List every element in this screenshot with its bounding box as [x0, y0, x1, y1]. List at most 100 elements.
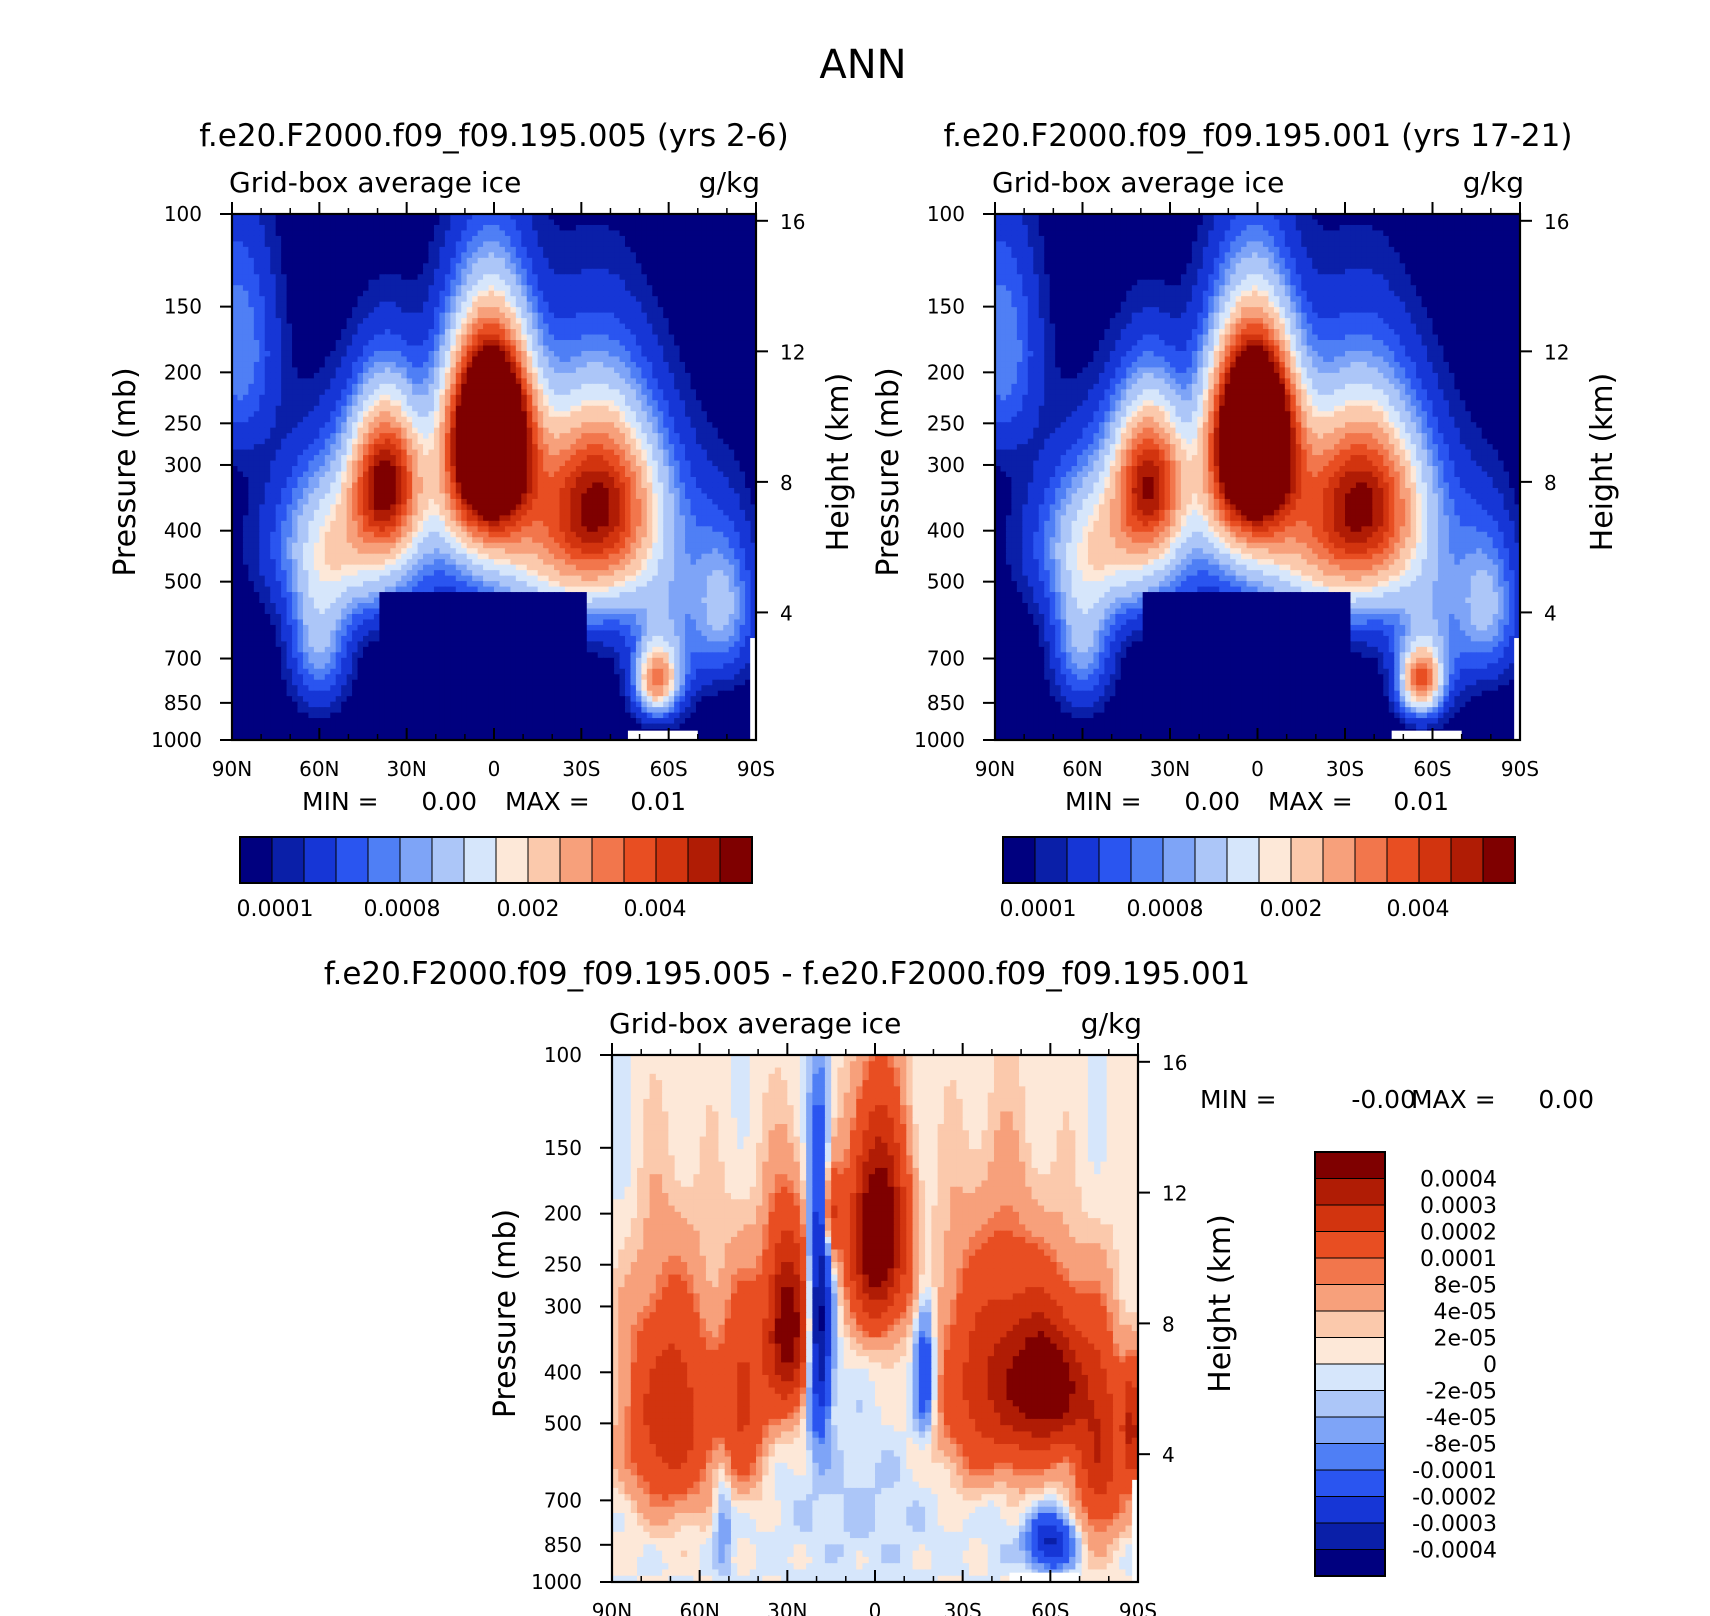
panel-control-run: f.e20.F2000.f09_f09.195.005 (yrs 2-6) Gri…: [108, 118, 856, 922]
units-label: g/kg: [699, 166, 760, 199]
colorbar-swatch: [271, 836, 305, 884]
y-tick-label: 1000: [151, 728, 202, 752]
y2-tick-label: 16: [1544, 210, 1569, 234]
x-tick-label: 60S: [650, 757, 688, 781]
y-tick-label: 150: [927, 295, 965, 319]
colorbar-label: 0.0003: [1420, 1194, 1497, 1219]
colorbar-label: -0.0002: [1412, 1486, 1497, 1511]
y-tick-label: 400: [164, 519, 202, 543]
y2-tick-label: 8: [780, 471, 793, 495]
colorbar-swatch: [1450, 836, 1484, 884]
surface-mask: [750, 638, 757, 740]
y-tick-label: 1000: [531, 1570, 582, 1594]
colorbar: [1002, 836, 1516, 884]
y2-tick-label: 4: [780, 601, 793, 625]
colorbar-swatch: [1314, 1151, 1386, 1179]
x-tick-label: 60S: [1031, 1599, 1069, 1616]
y-axis-label: Pressure (mb): [871, 367, 906, 576]
y-tick-label: 300: [544, 1294, 582, 1318]
colorbar-swatch: [591, 836, 625, 884]
y-tick-label: 850: [927, 691, 965, 715]
colorbar-swatch: [1314, 1469, 1386, 1497]
colorbar-swatch: [1354, 836, 1388, 884]
surface-mask: [1514, 638, 1521, 740]
colorbar-swatch: [1034, 836, 1068, 884]
colorbar-swatch: [1314, 1549, 1386, 1577]
y-tick-label: 100: [164, 202, 202, 226]
y2-tick-label: 12: [1162, 1182, 1187, 1206]
y-axis-label: Pressure (mb): [108, 367, 143, 576]
colorbar-swatch: [1482, 836, 1516, 884]
x-tick-label: 0: [1251, 757, 1264, 781]
min-label: MIN =: [1200, 1085, 1277, 1114]
max-value: 0.01: [1393, 787, 1449, 816]
y-tick-label: 100: [927, 202, 965, 226]
colorbar-swatch: [623, 836, 657, 884]
x-tick-label: 90S: [1501, 757, 1539, 781]
colorbar-swatch: [1194, 836, 1228, 884]
contour-field: [995, 214, 1521, 741]
y-tick-label: 850: [164, 691, 202, 715]
colorbar-swatch: [1314, 1310, 1386, 1338]
x-tick-label: 60S: [1413, 757, 1451, 781]
colorbar-label: -2e-05: [1426, 1380, 1497, 1405]
y-tick-label: 500: [927, 570, 965, 594]
y2-axis-label: Height (km): [1203, 1214, 1238, 1393]
colorbar-swatch: [1314, 1257, 1386, 1285]
colorbar-swatch: [1130, 836, 1164, 884]
x-tick-label: 90N: [592, 1599, 632, 1616]
colorbar-swatch: [1162, 836, 1196, 884]
min-label: MIN =: [302, 787, 379, 816]
colorbar-swatch: [559, 836, 593, 884]
colorbar-swatch: [1258, 836, 1292, 884]
colorbar: [1314, 1151, 1386, 1577]
colorbar-swatch: [1386, 836, 1420, 884]
contour-field: [232, 214, 757, 741]
colorbar-swatch: [1314, 1416, 1386, 1444]
colorbar-label: 0.0001: [237, 897, 314, 922]
colorbar-label: 8e-05: [1434, 1274, 1497, 1299]
surface-mask: [1009, 1572, 1080, 1582]
panel-subtitle: f.e20.F2000.f09_f09.195.005 - f.e20.F200…: [324, 956, 1250, 992]
min-value: -0.00: [1351, 1085, 1416, 1114]
y2-tick-label: 4: [1544, 601, 1557, 625]
colorbar-label: -0.0003: [1412, 1512, 1497, 1537]
colorbar-label: 0.004: [1387, 897, 1450, 922]
colorbar-label: 2e-05: [1434, 1327, 1497, 1352]
colorbar-label: 0.0008: [1127, 897, 1204, 922]
colorbar-label: 0.004: [624, 897, 687, 922]
x-tick-label: 60N: [1062, 757, 1102, 781]
colorbar-swatch: [1418, 836, 1452, 884]
panel-test-run: f.e20.F2000.f09_f09.195.001 (yrs 17-21) G…: [871, 118, 1620, 922]
colorbar-label: 0.0008: [364, 897, 441, 922]
colorbar-swatch: [1314, 1231, 1386, 1259]
y-tick-label: 700: [544, 1488, 582, 1512]
x-tick-label: 90S: [1119, 1599, 1157, 1616]
y-tick-label: 250: [164, 411, 202, 435]
max-label: MAX =: [1268, 787, 1353, 816]
colorbar-swatch: [1314, 1496, 1386, 1524]
units-label: g/kg: [1463, 166, 1524, 199]
colorbar-swatch: [1314, 1522, 1386, 1550]
y2-tick-label: 8: [1162, 1312, 1175, 1336]
colorbar-label: -0.0001: [1412, 1459, 1497, 1484]
colorbar: [239, 836, 753, 884]
colorbar-label: 0.002: [1260, 897, 1323, 922]
min-label: MIN =: [1065, 787, 1142, 816]
x-tick-label: 60N: [679, 1599, 719, 1616]
colorbar-swatch: [239, 836, 273, 884]
max-label: MAX =: [505, 787, 590, 816]
y-tick-label: 200: [544, 1202, 582, 1226]
colorbar-swatch: [1098, 836, 1132, 884]
colorbar-swatch: [1314, 1337, 1386, 1365]
colorbar-label: 0.002: [497, 897, 560, 922]
colorbar-swatch: [687, 836, 721, 884]
colorbar-swatch: [1314, 1363, 1386, 1391]
colorbar-swatch: [1314, 1178, 1386, 1206]
min-value: 0.00: [1184, 787, 1240, 816]
colorbar-swatch: [463, 836, 497, 884]
units-label: g/kg: [1081, 1007, 1142, 1040]
y-axis-label: Pressure (mb): [488, 1209, 523, 1418]
panel-difference: f.e20.F2000.f09_f09.195.005 - f.e20.F200…: [324, 956, 1594, 1616]
